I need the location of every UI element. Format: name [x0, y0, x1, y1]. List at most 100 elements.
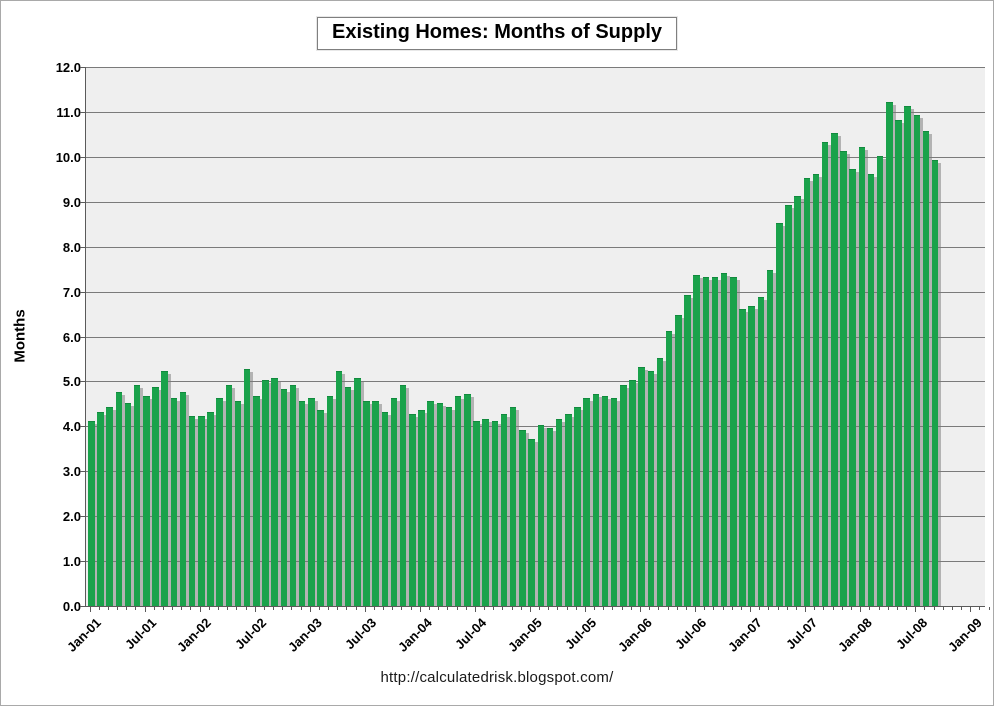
- x-minor-tick-mark: [484, 607, 486, 610]
- bar-Mar-07: [766, 270, 774, 606]
- bar-Nov-04: [509, 407, 517, 606]
- x-minor-tick-mark: [107, 607, 109, 610]
- x-minor-tick-mark: [318, 607, 320, 610]
- x-minor-tick-mark: [410, 607, 412, 610]
- bar-May-07: [785, 205, 792, 606]
- y-tick-label: 4.0: [62, 419, 81, 435]
- y-tick-label: 12.0: [55, 60, 81, 75]
- bar-Jul-08: [913, 115, 921, 606]
- x-tick-label: Jul-08: [892, 615, 930, 653]
- x-major-tick-mark: [309, 607, 311, 612]
- bar-Apr-06: [665, 331, 673, 606]
- bar-May-04: [454, 396, 462, 606]
- x-tick-label: Jul-02: [232, 615, 270, 653]
- x-minor-tick-mark: [988, 607, 990, 610]
- x-minor-tick-mark: [575, 607, 577, 610]
- x-minor-tick-mark: [291, 607, 293, 610]
- bar-Jul-05: [583, 398, 590, 606]
- x-minor-tick-mark: [759, 607, 761, 610]
- x-tick-label: Jan-08: [835, 615, 875, 655]
- bar-Jan-01: [88, 420, 95, 606]
- y-tick-mark: [80, 606, 85, 607]
- bar-Feb-06: [647, 371, 655, 606]
- y-tick-label: 5.0: [62, 374, 81, 390]
- y-tick-mark: [80, 291, 85, 293]
- x-minor-tick-mark: [557, 607, 559, 610]
- bar-Jun-04: [464, 393, 471, 606]
- bar-May-08: [895, 119, 902, 606]
- bar-Jun-05: [574, 407, 581, 606]
- y-tick-mark: [80, 111, 85, 113]
- x-major-tick-mark: [254, 607, 256, 612]
- bar-Aug-01: [152, 387, 159, 606]
- x-major-tick-mark: [860, 607, 862, 612]
- bar-Nov-07: [840, 151, 847, 606]
- bar-Jan-08: [858, 146, 866, 606]
- x-minor-tick-mark: [282, 607, 284, 610]
- gridline: [86, 381, 985, 383]
- x-minor-tick-mark: [355, 607, 357, 610]
- bar-Mar-06: [656, 357, 664, 606]
- x-major-tick-mark: [584, 607, 586, 612]
- x-minor-tick-mark: [447, 607, 449, 610]
- x-minor-tick-mark: [346, 607, 348, 610]
- gridline: [86, 426, 985, 428]
- x-major-tick-mark: [695, 607, 697, 612]
- x-minor-tick-mark: [502, 607, 504, 610]
- y-tick-label: 0.0: [62, 599, 81, 614]
- bar-Aug-06: [702, 277, 710, 606]
- bar-Feb-02: [207, 411, 214, 606]
- x-minor-tick-mark: [850, 607, 852, 610]
- x-tick-label: Jan-05: [504, 615, 545, 655]
- x-minor-tick-mark: [135, 607, 137, 610]
- x-tick-label: Jul-03: [342, 615, 380, 653]
- x-minor-tick-mark: [933, 607, 935, 610]
- bar-Sep-03: [381, 411, 389, 606]
- bar-Sep-04: [491, 420, 499, 606]
- x-tick-label: Jan-06: [614, 615, 655, 655]
- bar-Jul-06: [693, 274, 700, 606]
- gridline: [86, 246, 985, 248]
- x-major-tick-mark: [199, 607, 201, 612]
- bar-Oct-01: [170, 398, 178, 606]
- bar-Apr-04: [445, 407, 453, 606]
- x-major-tick-mark: [529, 607, 531, 612]
- bar-Jul-01: [143, 396, 150, 606]
- y-tick-label: 3.0: [62, 464, 81, 480]
- footer-url: http://calculatedrisk.blogspot.com/: [380, 669, 614, 686]
- bar-Dec-05: [629, 380, 636, 606]
- y-tick-mark: [80, 561, 85, 563]
- x-minor-tick-mark: [548, 607, 550, 610]
- bar-Dec-01: [188, 416, 196, 606]
- x-minor-tick-mark: [667, 607, 669, 610]
- y-tick-label: 6.0: [62, 329, 81, 345]
- x-tick-label: Jan-02: [174, 615, 215, 655]
- bar-Aug-02: [262, 380, 269, 606]
- bar-Apr-07: [776, 223, 783, 606]
- x-minor-tick-mark: [190, 607, 192, 610]
- x-minor-tick-mark: [373, 607, 375, 610]
- x-minor-tick-mark: [383, 607, 385, 610]
- bar-Feb-01: [97, 411, 104, 606]
- x-tick-label: Jul-06: [672, 615, 710, 653]
- gridline: [86, 111, 985, 113]
- bar-Aug-08: [922, 131, 930, 606]
- x-minor-tick-mark: [869, 607, 871, 610]
- x-minor-tick-mark: [924, 607, 926, 610]
- bar-Nov-02: [289, 384, 297, 606]
- x-minor-tick-mark: [153, 607, 155, 610]
- bar-Oct-06: [720, 272, 728, 606]
- x-major-tick-mark: [639, 607, 641, 612]
- y-tick-mark: [80, 426, 85, 428]
- x-minor-tick-mark: [438, 607, 440, 610]
- x-tick-label: Jan-03: [284, 615, 325, 655]
- bar-May-02: [234, 400, 242, 606]
- x-tick-label: Jan-04: [394, 615, 435, 655]
- gridline: [86, 336, 985, 338]
- bar-Dec-02: [298, 400, 306, 606]
- x-minor-tick-mark: [878, 607, 880, 610]
- y-tick-mark: [80, 156, 85, 158]
- x-tick-label: Jan-01: [64, 615, 105, 655]
- bar-Aug-07: [812, 173, 820, 606]
- y-tick-mark: [80, 516, 85, 518]
